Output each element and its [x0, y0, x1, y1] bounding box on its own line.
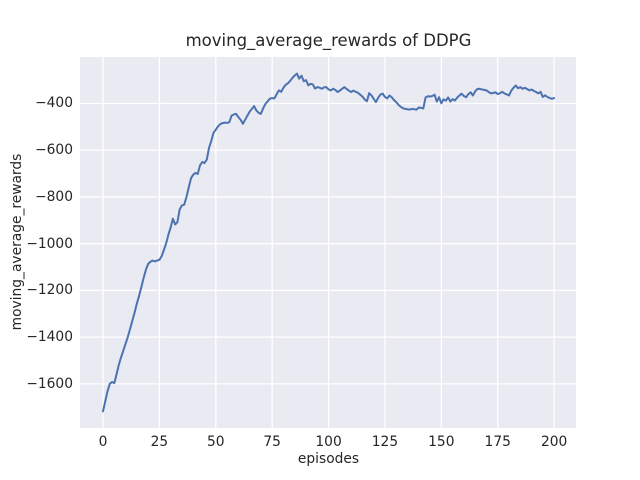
chart-title: moving_average_rewards of DDPG — [185, 31, 472, 50]
y-tick-label: −1200 — [26, 282, 73, 299]
line-chart-canvas — [80, 57, 576, 428]
series-line-moving_average_rewards — [102, 72, 556, 413]
x-tick-label: 200 — [540, 434, 568, 450]
plot-area — [80, 57, 576, 428]
y-tick-label: −600 — [35, 142, 73, 159]
y-tick-label: −1000 — [26, 235, 73, 252]
y-tick-label: −1400 — [26, 329, 73, 346]
x-tick-label: 0 — [98, 434, 108, 450]
x-tick-label: 50 — [207, 434, 225, 450]
x-axis-label: episodes — [297, 451, 360, 467]
x-tick-label: 100 — [315, 434, 342, 450]
x-tick-label: 75 — [263, 434, 281, 450]
x-tick-label: 175 — [484, 434, 511, 450]
y-tick-label: −400 — [35, 95, 73, 112]
y-axis-label: moving_average_rewards — [9, 153, 25, 331]
x-tick-label: 125 — [371, 434, 399, 450]
x-tick-label: 150 — [428, 434, 455, 450]
y-tick-label: −1600 — [26, 375, 73, 392]
y-tick-label: −800 — [35, 188, 73, 205]
x-tick-label: 25 — [150, 434, 169, 450]
